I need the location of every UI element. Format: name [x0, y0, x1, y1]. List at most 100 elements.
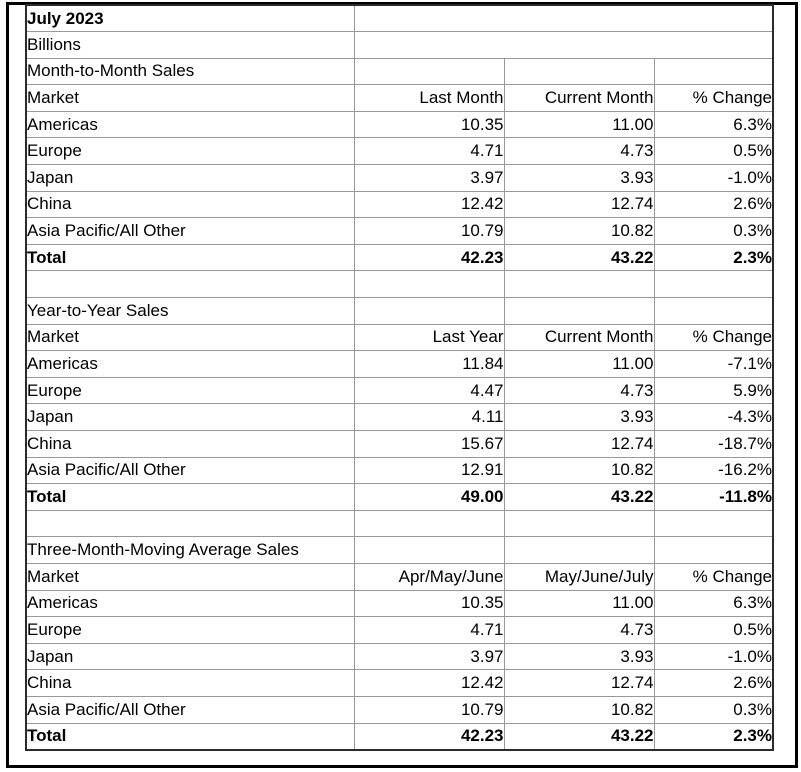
pct-change-cell: -16.2%: [653, 456, 774, 485]
sales-report-table: July 2023 Billions Month-to-Month Sales …: [25, 4, 774, 751]
empty-cell: [353, 509, 505, 538]
total-pct-cell: 2.3%: [653, 722, 774, 751]
market-cell: Asia Pacific/All Other: [25, 217, 355, 245]
market-cell: Japan: [25, 164, 355, 192]
value-cell: 11.00: [503, 589, 655, 618]
value-cell: 12.91: [353, 456, 505, 485]
total-row: Total 42.23 43.22 2.3%: [25, 243, 774, 272]
value-cell: 4.73: [503, 137, 655, 166]
column-header-row: Market Apr/May/June May/June/July % Chan…: [25, 562, 774, 591]
column-header: Apr/May/June: [353, 562, 505, 591]
empty-cell: [503, 509, 655, 538]
column-header: Market: [25, 323, 355, 352]
empty-cell: [353, 297, 505, 325]
column-header: Current Month: [503, 323, 655, 352]
value-cell: 10.79: [353, 217, 505, 245]
column-header: % Change: [653, 323, 774, 352]
column-header: Last Month: [353, 84, 505, 112]
empty-cell: [353, 31, 774, 59]
value-cell: 11.00: [503, 110, 655, 139]
total-value-cell: 43.22: [503, 722, 655, 751]
column-header: Market: [25, 84, 355, 112]
empty-cell: [503, 297, 655, 325]
spacer-row: [25, 509, 774, 538]
pct-change-cell: 0.3%: [653, 217, 774, 245]
total-pct-cell: 2.3%: [653, 243, 774, 272]
empty-cell: [653, 270, 774, 299]
value-cell: 11.84: [353, 350, 505, 378]
pct-change-cell: 0.5%: [653, 137, 774, 166]
total-value-cell: 43.22: [503, 483, 655, 511]
value-cell: 4.73: [503, 616, 655, 644]
data-row: China 12.42 12.74 2.6%: [25, 669, 774, 697]
data-row: Asia Pacific/All Other 10.79 10.82 0.3%: [25, 695, 774, 724]
data-row: Europe 4.47 4.73 5.9%: [25, 376, 774, 405]
empty-cell: [653, 57, 774, 86]
data-row: Americas 11.84 11.00 -7.1%: [25, 350, 774, 378]
pct-change-cell: 0.5%: [653, 616, 774, 644]
value-cell: 3.93: [503, 403, 655, 431]
market-cell: Asia Pacific/All Other: [25, 695, 355, 724]
market-cell: Americas: [25, 350, 355, 378]
total-label: Total: [25, 722, 355, 751]
data-row: Americas 10.35 11.00 6.3%: [25, 589, 774, 618]
value-cell: 12.74: [503, 190, 655, 219]
data-row: Japan 3.97 3.93 -1.0%: [25, 642, 774, 671]
empty-cell: [653, 536, 774, 564]
empty-cell: [353, 270, 505, 299]
data-row: Europe 4.71 4.73 0.5%: [25, 616, 774, 644]
total-value-cell: 43.22: [503, 243, 655, 272]
data-row: Japan 3.97 3.93 -1.0%: [25, 164, 774, 192]
pct-change-cell: 0.3%: [653, 695, 774, 724]
empty-cell: [653, 509, 774, 538]
pct-change-cell: 2.6%: [653, 190, 774, 219]
column-header-row: Market Last Year Current Month % Change: [25, 323, 774, 352]
section-title-row: Month-to-Month Sales: [25, 57, 774, 86]
total-pct-cell: -11.8%: [653, 483, 774, 511]
units-row: Billions: [25, 31, 774, 59]
market-cell: Americas: [25, 110, 355, 139]
total-value-cell: 49.00: [353, 483, 505, 511]
data-row: Japan 4.11 3.93 -4.3%: [25, 403, 774, 431]
value-cell: 10.82: [503, 695, 655, 724]
value-cell: 10.35: [353, 110, 505, 139]
column-header: Current Month: [503, 84, 655, 112]
page-frame: [6, 2, 798, 768]
pct-change-cell: -4.3%: [653, 403, 774, 431]
units-label: Billions: [25, 31, 355, 59]
report-period: July 2023: [25, 4, 355, 33]
value-cell: 12.42: [353, 669, 505, 697]
empty-cell: [25, 509, 355, 538]
market-cell: Japan: [25, 642, 355, 671]
value-cell: 12.74: [503, 430, 655, 458]
pct-change-cell: 6.3%: [653, 110, 774, 139]
total-row: Total 42.23 43.22 2.3%: [25, 722, 774, 751]
value-cell: 11.00: [503, 350, 655, 378]
pct-change-cell: -1.0%: [653, 642, 774, 671]
empty-cell: [503, 57, 655, 86]
total-row: Total 49.00 43.22 -11.8%: [25, 483, 774, 511]
section-title: Month-to-Month Sales: [25, 57, 355, 86]
pct-change-cell: 5.9%: [653, 376, 774, 405]
value-cell: 10.82: [503, 456, 655, 485]
empty-cell: [353, 4, 774, 33]
value-cell: 3.97: [353, 642, 505, 671]
section-title: Year-to-Year Sales: [25, 297, 355, 325]
data-row: Americas 10.35 11.00 6.3%: [25, 110, 774, 139]
value-cell: 3.93: [503, 642, 655, 671]
column-header: % Change: [653, 84, 774, 112]
pct-change-cell: -18.7%: [653, 430, 774, 458]
value-cell: 3.93: [503, 164, 655, 192]
column-header: Last Year: [353, 323, 505, 352]
value-cell: 4.71: [353, 137, 505, 166]
pct-change-cell: 6.3%: [653, 589, 774, 618]
data-row: Asia Pacific/All Other 12.91 10.82 -16.2…: [25, 456, 774, 485]
data-row: Asia Pacific/All Other 10.79 10.82 0.3%: [25, 217, 774, 245]
market-cell: China: [25, 190, 355, 219]
report-period-row: July 2023: [25, 4, 774, 33]
pct-change-cell: 2.6%: [653, 669, 774, 697]
value-cell: 4.73: [503, 376, 655, 405]
value-cell: 10.79: [353, 695, 505, 724]
empty-cell: [503, 270, 655, 299]
market-cell: Europe: [25, 616, 355, 644]
